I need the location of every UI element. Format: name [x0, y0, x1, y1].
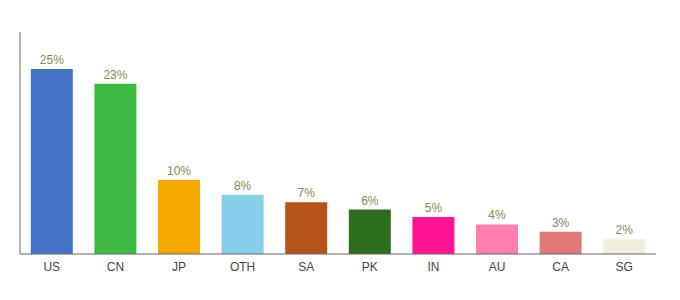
svg-text:CA: CA [552, 260, 569, 274]
svg-text:4%: 4% [488, 208, 506, 222]
svg-text:IN: IN [427, 260, 439, 274]
svg-text:JP: JP [172, 260, 186, 274]
svg-text:US: US [43, 260, 60, 274]
svg-text:PK: PK [362, 260, 378, 274]
svg-text:10%: 10% [167, 164, 191, 178]
svg-text:3%: 3% [552, 216, 570, 230]
svg-text:7%: 7% [298, 186, 316, 200]
svg-text:8%: 8% [234, 179, 252, 193]
svg-text:2%: 2% [616, 223, 634, 237]
svg-text:23%: 23% [103, 68, 127, 82]
svg-text:5%: 5% [425, 201, 443, 215]
svg-text:AU: AU [489, 260, 506, 274]
svg-text:OTH: OTH [230, 260, 255, 274]
svg-text:SA: SA [298, 260, 314, 274]
svg-text:SG: SG [616, 260, 633, 274]
svg-text:25%: 25% [40, 53, 64, 67]
svg-text:6%: 6% [361, 194, 379, 208]
svg-text:CN: CN [107, 260, 124, 274]
